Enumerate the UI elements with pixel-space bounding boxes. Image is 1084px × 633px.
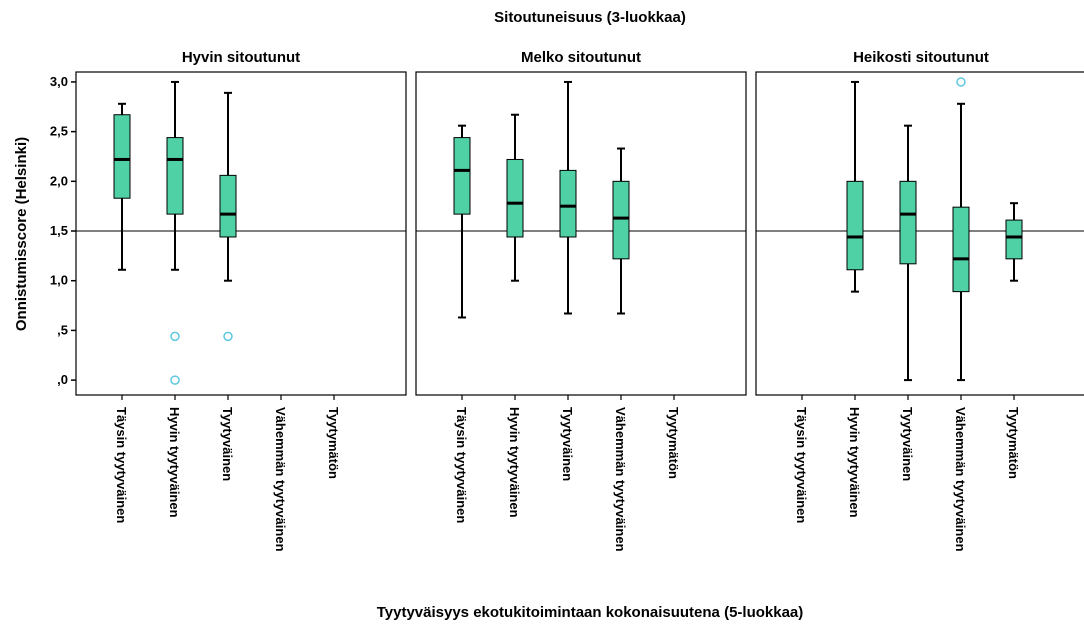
panel: Heikosti sitoutunut Täysin tyytyväinen Hyv… (755, 49, 1084, 552)
panel-frame (415, 71, 747, 396)
box-group (612, 147, 630, 315)
x-tick-label: Tyytymätön (326, 407, 341, 479)
panel: Hyvin sitoutunut Täysin tyytyväinen Hyvin … (75, 49, 407, 552)
x-tick-label: Täysin tyytyväinen (454, 407, 469, 523)
box-group (559, 80, 577, 315)
chart-title: Sitoutuneisuus (3-luokkaa) (494, 9, 686, 26)
box-group (952, 77, 970, 382)
y-tick-label: 2,5 (50, 124, 68, 139)
x-tick-label: Tyytyväinen (220, 407, 235, 481)
panel-frame (75, 71, 407, 396)
x-tick-label: Täysin tyytyväinen (794, 407, 809, 523)
panel-title: Melko sitoutunut (521, 49, 641, 66)
x-tick-label: Hyvin tyytyväinen (507, 407, 522, 518)
y-tick-label: 1,0 (50, 273, 68, 288)
x-tick-label: Tyytymätön (666, 407, 681, 479)
y-tick-label: ,5 (57, 322, 68, 337)
box-group (899, 124, 917, 382)
box (113, 114, 131, 199)
box (612, 180, 630, 260)
x-axis-title: Tyytyväisyys ekotukitoimintaan kokonaisu… (377, 604, 804, 621)
panel-frame (755, 71, 1084, 396)
outlier-point (956, 77, 966, 87)
box (952, 206, 970, 293)
x-tick-label: Vähemmän tyytyväinen (273, 407, 288, 552)
box-group (219, 91, 237, 342)
panels: Hyvin sitoutunut Täysin tyytyväinen Hyvin … (75, 49, 1084, 552)
panel-title: Heikosti sitoutunut (853, 49, 989, 66)
box (1005, 219, 1023, 260)
box-group (453, 124, 471, 319)
y-tick-label: 3,0 (50, 74, 68, 89)
box (899, 180, 917, 265)
x-tick-label: Hyvin tyytyväinen (167, 407, 182, 518)
box (453, 137, 471, 215)
panel-title: Hyvin sitoutunut (182, 49, 300, 66)
outlier-point (170, 375, 180, 385)
box-group (113, 102, 131, 271)
outlier-point (223, 331, 233, 342)
x-tick-label: Tyytyväinen (560, 407, 575, 481)
x-tick-label: Täysin tyytyväinen (114, 407, 129, 523)
box (506, 158, 524, 238)
box-group (506, 113, 524, 282)
y-tick-label: 1,5 (50, 223, 68, 238)
y-tick-label: 2,0 (50, 173, 68, 188)
x-tick-label: Tyytyväinen (900, 407, 915, 481)
box-group (1005, 202, 1023, 282)
box (559, 169, 577, 238)
box (166, 137, 184, 215)
x-tick-label: Vähemmän tyytyväinen (953, 407, 968, 552)
box-group (846, 80, 864, 293)
panel: Melko sitoutunut Täysin tyytyväinen Hyvin … (415, 49, 747, 552)
y-axis: ,0 ,5 1,0 1,5 2,0 2,5 3,0 (50, 74, 76, 387)
box (846, 180, 864, 271)
y-tick-label: ,0 (57, 372, 68, 387)
y-axis-title: Onnistumisscore (Helsinki) (13, 137, 30, 331)
outlier-point (170, 331, 180, 342)
box (219, 174, 237, 238)
x-tick-label: Vähemmän tyytyväinen (613, 407, 628, 552)
x-tick-label: Tyytymätön (1006, 407, 1021, 479)
x-tick-label: Hyvin tyytyväinen (847, 407, 862, 518)
box-group (166, 80, 184, 385)
